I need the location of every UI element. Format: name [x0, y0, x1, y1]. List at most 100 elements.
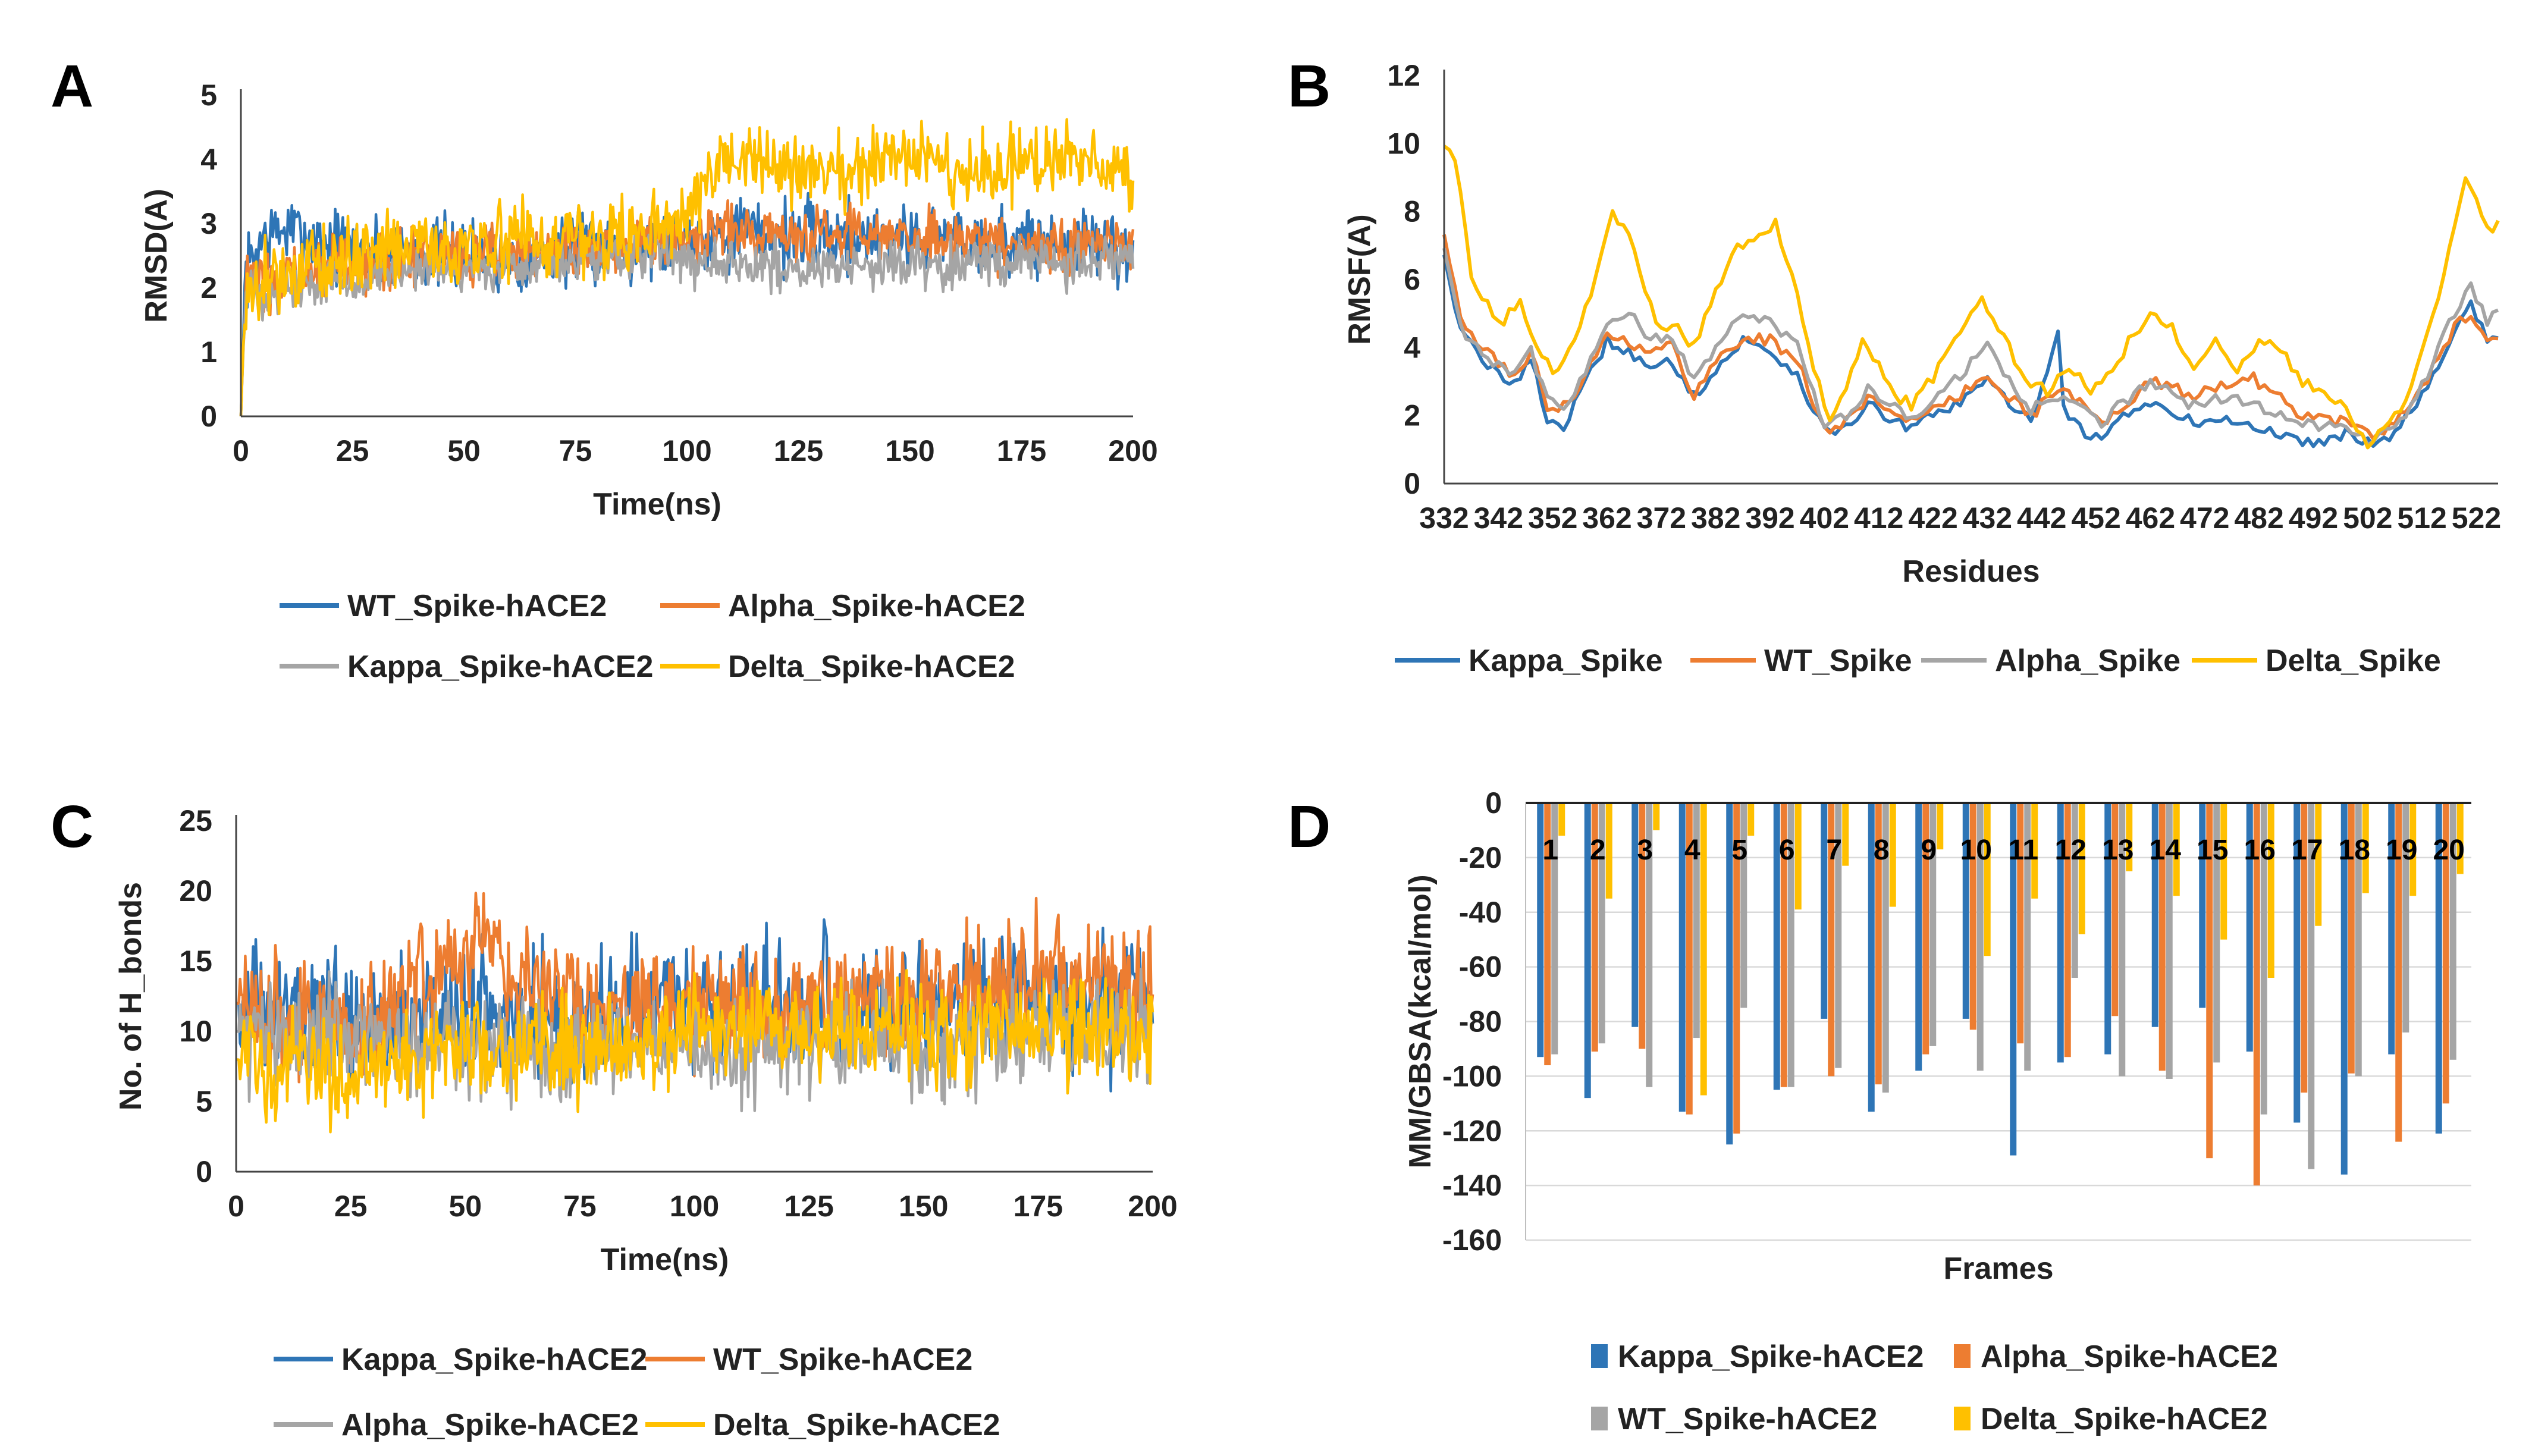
bar-wt-spike-hace2: [2071, 803, 2078, 978]
bar-alpha-spike-hace2: [1828, 803, 1835, 1077]
y-tick-label: 10: [1387, 127, 1420, 160]
x-tick-label: 472: [2180, 501, 2229, 535]
x-tick-label: 502: [2343, 501, 2392, 535]
x-axis-title: Time(ns): [601, 1242, 729, 1277]
bar-alpha-spike-hace2: [1733, 803, 1740, 1134]
legend-label: Alpha_Spike-hACE2: [728, 589, 1025, 623]
x-tick-label: 522: [2452, 501, 2501, 535]
x-tick-label: 0: [233, 434, 249, 467]
series-line-kappa-spike: [1442, 255, 2499, 448]
x-tick-label: 372: [1637, 501, 1686, 535]
x-tick-label: 422: [1908, 501, 1957, 535]
y-tick-label: 6: [1404, 263, 1420, 296]
x-tick-label: 402: [1800, 501, 1849, 535]
category-label: 14: [2150, 834, 2182, 866]
bar-delta-spike-hace2: [2126, 803, 2133, 871]
bar-kappa-spike-hace2: [1726, 803, 1733, 1145]
legend-label: Alpha_Spike-hACE2: [1981, 1339, 2278, 1374]
legend: Kappa_Spike-hACE2 WT_Spike-hACE2 Alpha_Spi…: [274, 1342, 1000, 1442]
bar-delta-spike-hace2: [1984, 803, 1991, 956]
bar-alpha-spike-hace2: [2301, 803, 2308, 1093]
series-line-delta-spike: [1443, 145, 2500, 450]
x-tick-label: 25: [336, 434, 369, 467]
y-axis-title: RMSF(A): [1342, 214, 1377, 345]
bar-delta-spike-hace2: [2315, 803, 2322, 926]
legend-label: Delta_Spike: [2266, 644, 2441, 678]
legend-label: Kappa_Spike-hACE2: [341, 1342, 647, 1377]
category-label: 6: [1779, 834, 1795, 866]
category-label: 4: [1684, 834, 1700, 866]
y-tick-label: -140: [1442, 1169, 1502, 1202]
bar-delta-spike-hace2: [1937, 803, 1944, 850]
legend-swatch: [1954, 1407, 1971, 1430]
bar-wt-spike-hace2: [1929, 803, 1937, 1046]
category-label: 13: [2102, 834, 2133, 866]
bar-alpha-spike-hace2: [1780, 803, 1787, 1087]
x-tick-label: 100: [670, 1190, 719, 1223]
legend-label: WT_Spike-hACE2: [1618, 1402, 1877, 1436]
legend: Kappa_Spike-hACE2 Alpha_Spike-hACE2 WT_Spi…: [1591, 1339, 2278, 1436]
bar-wt-spike-hace2: [2449, 803, 2456, 1060]
category-label: 18: [2339, 834, 2370, 866]
bar-wt-spike-hace2: [1551, 803, 1558, 1055]
y-tick-label: 2: [200, 271, 217, 305]
x-tick-label: 150: [899, 1190, 948, 1223]
bar-wt-spike-hace2: [1646, 803, 1653, 1087]
legend-label: Delta_Spike-hACE2: [713, 1408, 1000, 1442]
category-label: 19: [2386, 834, 2417, 866]
legend-label: Alpha_Spike: [1995, 644, 2180, 678]
bar-kappa-spike-hace2: [2435, 803, 2442, 1134]
y-tick-label: -60: [1459, 950, 1502, 984]
y-tick-label: 10: [179, 1015, 212, 1048]
bar-wt-spike-hace2: [2166, 803, 2173, 1079]
bar-delta-spike-hace2: [2031, 803, 2038, 899]
chart-c: 0 5 10 15 20 25 0 25 50 75 100 125 150 175 200 Time(ns)…: [114, 804, 1178, 1442]
bar-wt-spike-hace2: [2402, 803, 2409, 1033]
y-tick-label: -20: [1459, 841, 1502, 874]
bar-delta-spike-hace2: [1700, 803, 1707, 1096]
bar-kappa-spike-hace2: [2340, 803, 2348, 1175]
y-tick-label: 5: [200, 79, 217, 112]
bar-alpha-spike-hace2: [2253, 803, 2260, 1186]
legend-label: WT_Spike-hACE2: [347, 589, 607, 623]
x-axis-title: Time(ns): [593, 487, 721, 522]
bar-delta-spike-hace2: [2078, 803, 2085, 934]
y-tick-label: 0: [1485, 786, 1502, 820]
series-line-wt-spike: [1442, 234, 2499, 441]
category-label: 20: [2433, 834, 2465, 866]
x-tick-label: 352: [1528, 501, 1577, 535]
bar-delta-spike-hace2: [1653, 803, 1660, 830]
legend-label: Kappa_Spike: [1469, 644, 1663, 678]
bar-delta-spike-hace2: [1605, 803, 1612, 899]
y-axis-title: RMSD(A): [139, 189, 174, 322]
x-tick-label: 150: [885, 434, 934, 467]
y-tick-label: -40: [1459, 896, 1502, 929]
bar-wt-spike-hace2: [1787, 803, 1794, 1087]
bar-kappa-spike-hace2: [2010, 803, 2017, 1156]
x-tick-label: 200: [1128, 1190, 1177, 1223]
bar-delta-spike-hace2: [1558, 803, 1565, 836]
bar-delta-spike-hace2: [1747, 803, 1755, 836]
bar-wt-spike-hace2: [1976, 803, 1984, 1071]
y-axis-title: No. of H_bonds: [114, 882, 148, 1110]
y-tick-label: 4: [1404, 331, 1420, 364]
bar-alpha-spike-hace2: [2111, 803, 2119, 1016]
x-tick-label: 50: [447, 434, 481, 467]
legend-label: WT_Spike-hACE2: [713, 1342, 972, 1377]
x-tick-label: 332: [1419, 501, 1469, 535]
bar-kappa-spike-hace2: [2104, 803, 2111, 1055]
y-axis-title: MM/GBSA(kcal/mol): [1403, 874, 1438, 1168]
bar-wt-spike-hace2: [2308, 803, 2315, 1169]
bar-wt-spike-hace2: [1598, 803, 1605, 1044]
bar-kappa-spike-hace2: [2246, 803, 2253, 1052]
bar-delta-spike-hace2: [2409, 803, 2417, 896]
bar-delta-spike-hace2: [1889, 803, 1896, 907]
bar-alpha-spike-hace2: [1591, 803, 1598, 1052]
y-tick-label: -160: [1442, 1223, 1502, 1257]
category-label: 11: [2008, 834, 2038, 866]
bar-kappa-spike-hace2: [2293, 803, 2301, 1123]
legend-label: Alpha_Spike-hACE2: [341, 1408, 639, 1442]
y-tick-label: 20: [179, 874, 212, 908]
